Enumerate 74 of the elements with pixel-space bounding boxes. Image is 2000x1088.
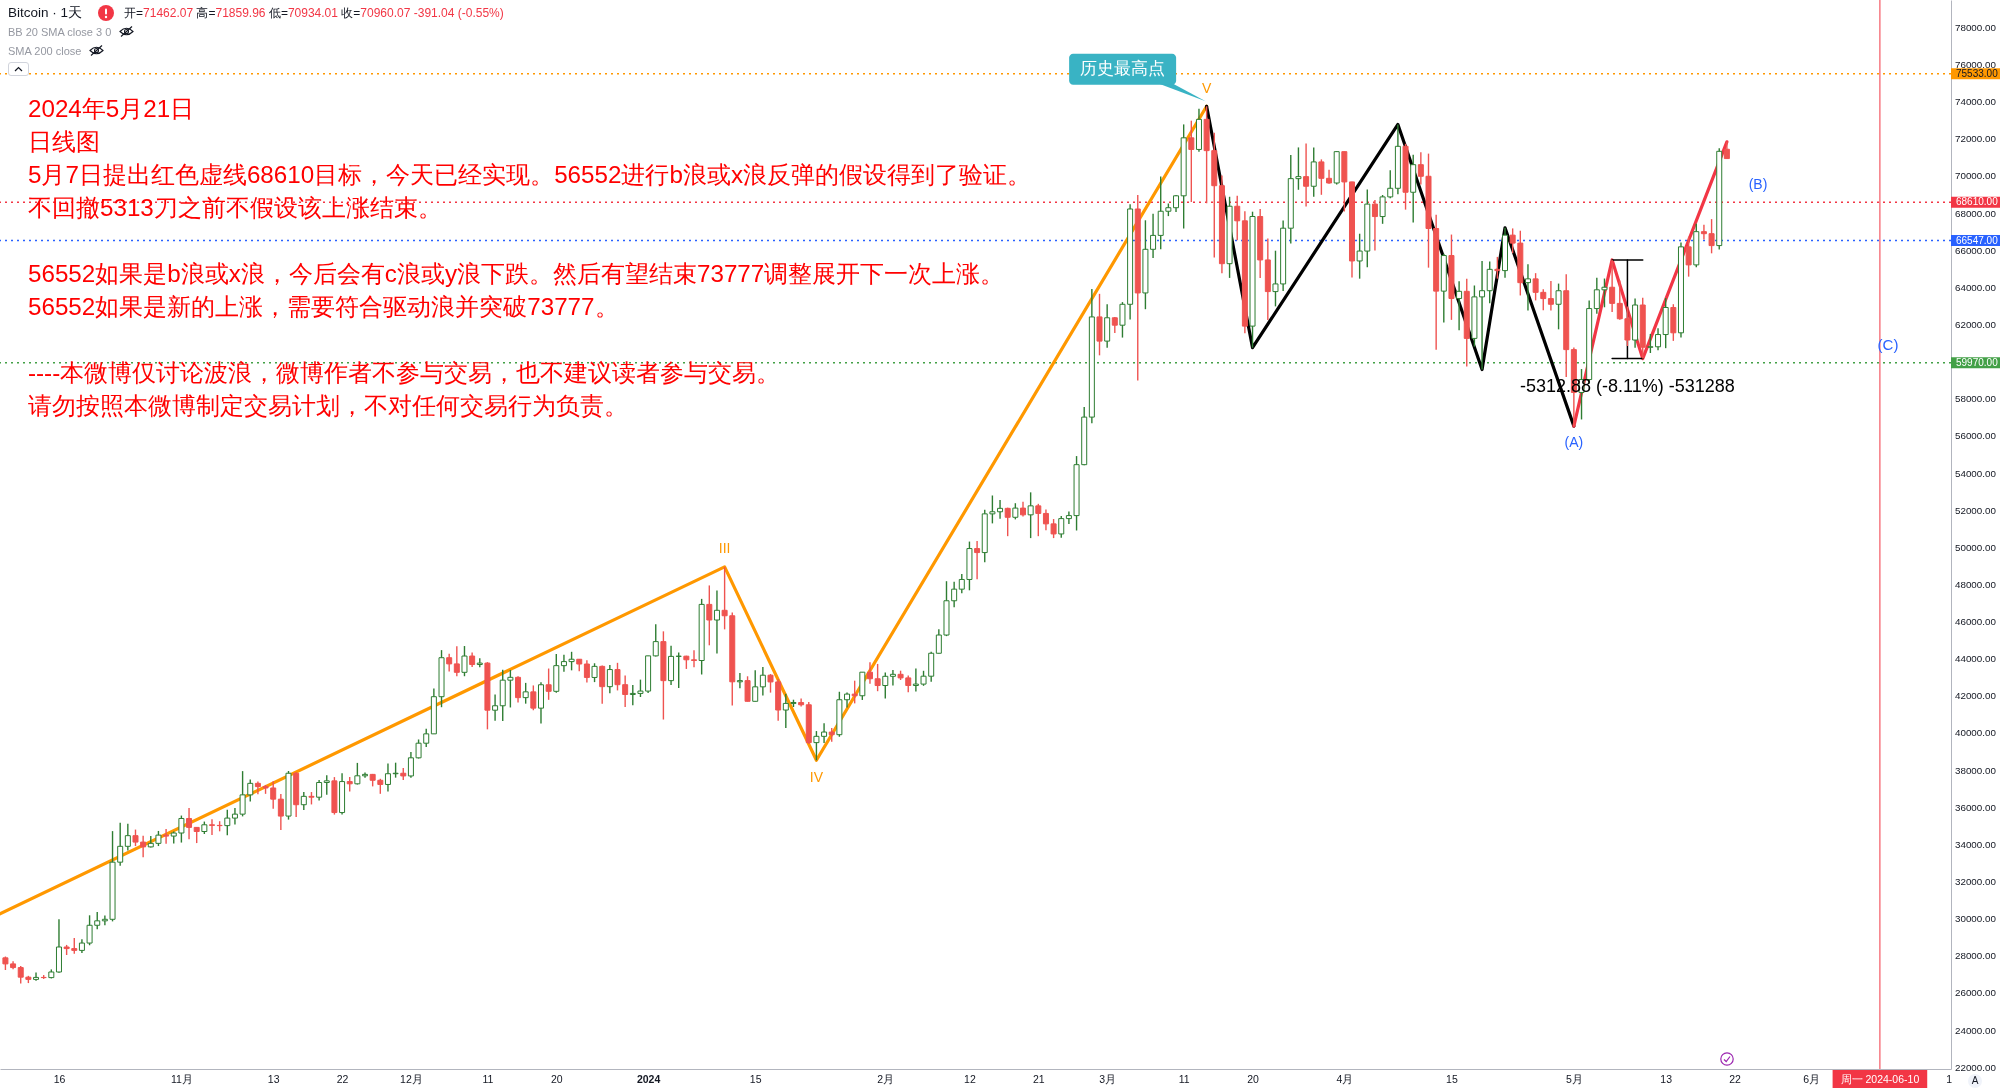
y-tick-label: 58000.00 — [1955, 393, 1997, 405]
x-tick-label: 2024 — [636, 1072, 661, 1085]
y-tick-label: 42000.00 — [1955, 690, 1997, 702]
annotation: BB 20 SMA close 3 0 — [8, 25, 112, 38]
x-tick-label: 12 — [964, 1072, 976, 1085]
x-tick-label: 20 — [1247, 1072, 1260, 1085]
annotation: 不回撤5313刀之前不假设该上涨结束。 — [28, 192, 442, 223]
y-tick-label: 24000.00 — [1955, 1024, 1997, 1036]
x-tick-label: 15 — [1446, 1072, 1458, 1085]
x-tick-label: 1 — [1946, 1072, 1953, 1085]
annotation: 2024年5月21日 — [28, 93, 195, 124]
x-tick-label: 22 — [336, 1072, 349, 1085]
annotation: (B) — [1748, 176, 1768, 192]
annotation: 历史最高点 — [1080, 59, 1166, 79]
x-tick-label: 15 — [749, 1072, 762, 1085]
ref-line-label: 66547.00 — [1956, 234, 1999, 246]
y-tick-label: 70000.00 — [1955, 170, 1997, 182]
annotation: 5月7日提出红色虚线68610目标，今天已经实现。56552进行b浪或x浪反弹的假设得到了验证。 — [28, 159, 1031, 190]
y-tick-label: 52000.00 — [1955, 504, 1997, 516]
y-tick-label: 68000.00 — [1955, 207, 1997, 219]
y-tick-label: 30000.00 — [1955, 913, 1997, 925]
y-tick-label: 48000.00 — [1955, 578, 1997, 590]
y-tick-label: 62000.00 — [1955, 318, 1997, 330]
x-tick-label: 2月 — [877, 1072, 895, 1085]
x-tick-label: 21 — [1032, 1072, 1045, 1085]
x-tick-label: 11 — [482, 1072, 494, 1085]
annotation: (C) — [1877, 335, 1899, 353]
y-tick-label: 74000.00 — [1955, 96, 1997, 108]
y-tick-label: 76000.00 — [1955, 58, 1997, 70]
y-tick-label: 28000.00 — [1955, 950, 1997, 962]
x-tick-label: 3月 — [1099, 1072, 1117, 1085]
ref-line-label: 68610.00 — [1956, 196, 1999, 208]
annotation: 请勿按照本微博制定交易计划，不对任何交易行为负责。 — [28, 390, 628, 421]
y-tick-label: 36000.00 — [1955, 801, 1997, 813]
ref-line-label: 周一 2024-06-10 — [1840, 1072, 1920, 1085]
x-tick-label: 5月 — [1565, 1072, 1583, 1085]
y-tick-label: 46000.00 — [1955, 616, 1997, 628]
x-tick-label: 20 — [550, 1072, 563, 1085]
annotation: 56552如果是b浪或x浪，今后会有c浪或y浪下跌。然后有望结束73777调整展开下一次上涨。 — [28, 258, 1005, 289]
chart-title: Bitcoin · 1天 — [8, 4, 83, 22]
y-tick-label: 22000.00 — [1955, 1061, 1997, 1073]
annotation: 日线图 — [28, 126, 100, 157]
x-tick-label: 13 — [1660, 1072, 1673, 1085]
y-tick-label: 38000.00 — [1955, 764, 1997, 776]
y-tick-label: 50000.00 — [1955, 541, 1997, 553]
annotation: III — [718, 539, 731, 556]
x-tick-label: 4月 — [1336, 1072, 1354, 1085]
annotation: 56552如果是新的上涨，需要符合驱动浪并突破73777。 — [28, 291, 619, 322]
annotation: ----本微博仅讨论波浪，微博作者不参与交易，也不建议读者参与交易。 — [28, 357, 781, 388]
x-tick-label: 22 — [1729, 1072, 1742, 1085]
y-tick-label: 34000.00 — [1955, 838, 1997, 850]
annotation: (A) — [1564, 434, 1584, 451]
ref-line-label: 75533.00 — [1956, 67, 1999, 79]
y-tick-label: 72000.00 — [1955, 133, 1997, 145]
y-tick-label: 32000.00 — [1955, 876, 1997, 888]
y-tick-label: 44000.00 — [1955, 653, 1997, 665]
annotation: SMA 200 close — [8, 44, 82, 57]
ref-line-label: 59970.00 — [1956, 356, 1999, 368]
y-tick-label: 66000.00 — [1955, 244, 1997, 256]
y-tick-label: 78000.00 — [1955, 21, 1997, 33]
x-tick-label: 13 — [267, 1072, 280, 1085]
annotation: IV — [809, 769, 824, 786]
y-tick-label: 26000.00 — [1955, 987, 1997, 999]
x-tick-label: 11月 — [170, 1072, 193, 1085]
y-tick-label: 54000.00 — [1955, 467, 1997, 479]
y-tick-label: 40000.00 — [1955, 727, 1997, 739]
x-tick-label: 6月 — [1803, 1072, 1820, 1085]
y-tick-label: 64000.00 — [1955, 281, 1997, 293]
x-tick-label: 12月 — [400, 1072, 423, 1085]
x-tick-label: 16 — [53, 1072, 66, 1085]
x-tick-label: 11 — [1178, 1072, 1190, 1085]
text: A — [1968, 1074, 1982, 1088]
y-tick-label: 56000.00 — [1955, 430, 1997, 442]
text: 开=71462.07 高=71859.96 低=70934.01 收=70960.07 -391.04 (-0.55%) — [124, 5, 504, 20]
